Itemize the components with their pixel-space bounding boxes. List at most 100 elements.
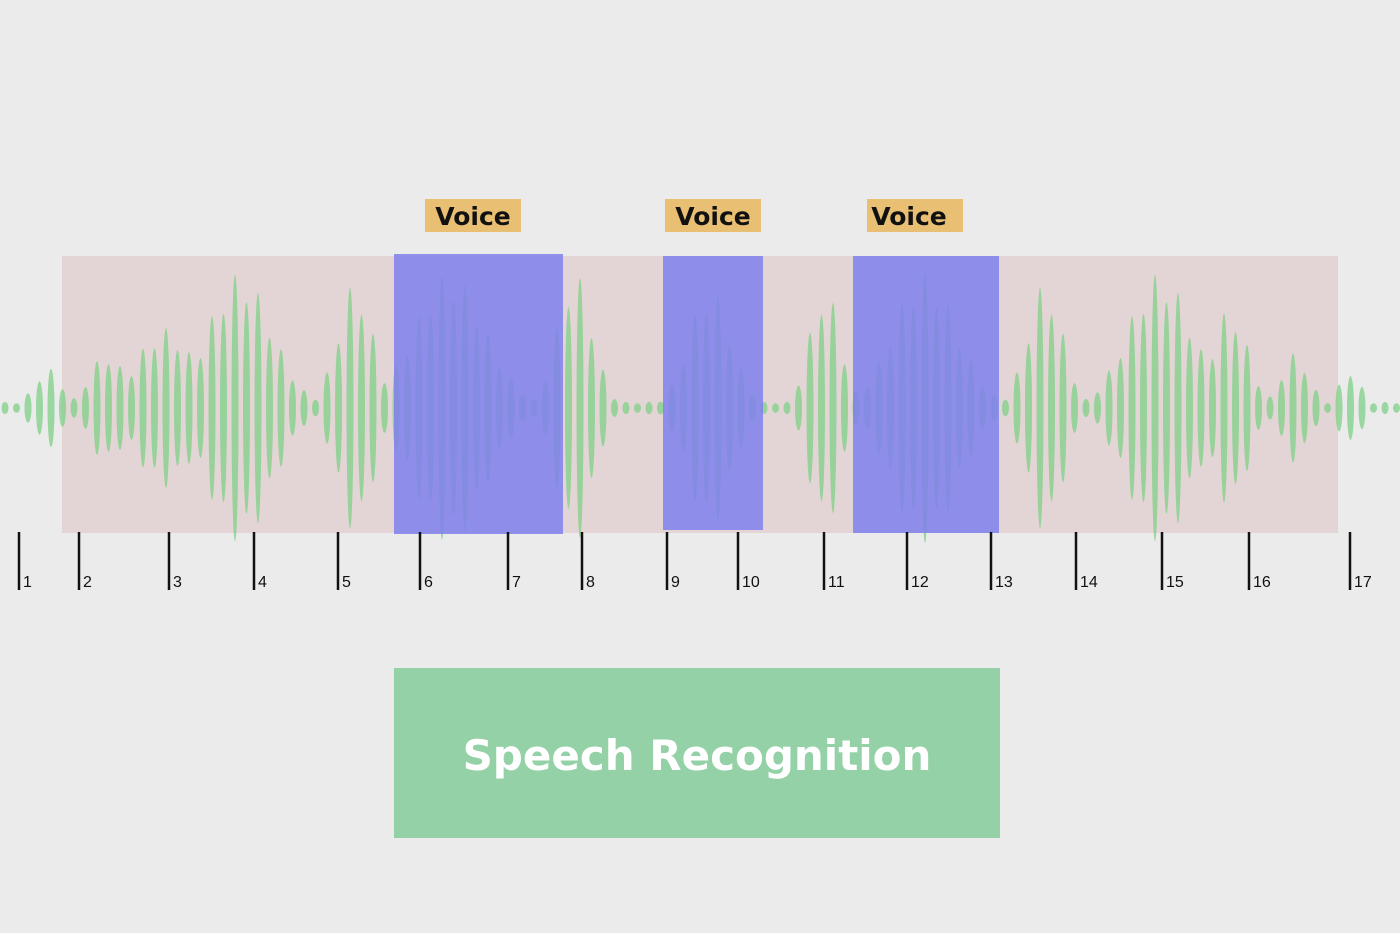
wave-pulse (622, 402, 630, 414)
wave-pulse (381, 383, 388, 433)
tick-label: 9 (671, 574, 680, 591)
wave-pulse (369, 333, 377, 483)
tick-label: 6 (424, 574, 433, 591)
wave-pulse (1002, 399, 1009, 417)
wave-pulse (599, 369, 607, 447)
tick-label: 3 (173, 574, 182, 591)
wave-pulse (335, 343, 342, 473)
wave-pulse (829, 302, 837, 514)
wave-pulse (1059, 333, 1067, 483)
wave-pulse (346, 287, 354, 529)
tick-label: 5 (342, 574, 351, 591)
tick-label: 16 (1253, 574, 1271, 591)
wave-pulse (208, 316, 216, 500)
wave-pulse (576, 278, 584, 538)
wave-pulse (806, 332, 814, 484)
wave-pulse (645, 402, 653, 414)
wave-pulse (59, 389, 66, 427)
tick-label: 1 (23, 574, 32, 591)
wave-pulse (1013, 372, 1021, 444)
tick-label: 7 (512, 574, 521, 591)
voice-tag (425, 199, 521, 232)
tick-label: 10 (742, 574, 760, 591)
voice-label: Voice (871, 202, 947, 231)
wave-pulse (289, 380, 296, 436)
voice-segment (853, 256, 999, 533)
timeline: 1 2 3 4 5 6 7 8 9 10 11 12 13 14 15 16 17 (17, 532, 1372, 591)
wave-pulse (197, 358, 204, 458)
wave-pulse (1197, 349, 1205, 467)
wave-pulse (266, 337, 273, 479)
wave-pulse (1266, 396, 1274, 420)
wave-pulse (312, 399, 319, 417)
wave-pulse (1358, 386, 1366, 430)
wave-pulse (1140, 313, 1147, 503)
wave-pulse (1220, 313, 1228, 503)
wave-pulse (1186, 337, 1193, 479)
wave-pulse (841, 364, 848, 452)
wave-pulse (611, 399, 618, 417)
wave-pulse (1312, 389, 1320, 427)
wave-pulse (783, 401, 791, 415)
wave-pulse (818, 314, 825, 502)
wave-pulse (1128, 316, 1136, 500)
tick-label: 17 (1354, 574, 1372, 591)
wave-pulse (231, 274, 239, 542)
wave-pulse (13, 403, 20, 413)
wave-pulse (795, 385, 802, 431)
wave-pulse (243, 302, 250, 514)
wave-pulse (24, 393, 32, 423)
wave-pulse (1071, 383, 1078, 433)
tick-label: 12 (911, 574, 929, 591)
wave-pulse (116, 366, 124, 450)
wave-pulse (128, 376, 135, 440)
wave-pulse (1094, 392, 1101, 424)
wave-pulse (1393, 403, 1400, 413)
output-label: Speech Recognition (463, 731, 932, 780)
tick-label: 4 (258, 574, 267, 591)
wave-pulse (772, 403, 779, 413)
wave-pulse (358, 314, 365, 502)
tick-label: 15 (1166, 574, 1184, 591)
wave-pulse (1117, 358, 1124, 458)
wave-pulse (1381, 402, 1389, 414)
wave-pulse (1370, 403, 1377, 413)
wave-pulse (657, 401, 664, 415)
wave-pulse (1174, 292, 1182, 524)
voice-label: Voice (435, 202, 511, 231)
wave-pulse (1025, 343, 1032, 473)
wave-pulse (1243, 345, 1251, 471)
wave-pulse (1, 402, 9, 414)
wave-pulse (1082, 398, 1090, 418)
voice-tag (867, 199, 963, 232)
wave-pulse (1105, 370, 1113, 446)
tick-label: 13 (995, 574, 1013, 591)
wave-pulse (1289, 353, 1297, 463)
wave-pulse (185, 352, 193, 464)
wave-pulse (1151, 274, 1159, 542)
output-box (394, 668, 1000, 838)
wave-pulse (139, 348, 147, 468)
wave-pulse (277, 349, 285, 467)
wave-pulse (174, 349, 181, 467)
tick-label: 11 (828, 574, 845, 591)
wave-pulse (588, 338, 595, 478)
voice-tag (665, 199, 761, 232)
tick-label: 8 (586, 574, 595, 591)
wave-pulse (1163, 302, 1170, 514)
voice-label: Voice (675, 202, 751, 231)
wave-pulse (70, 398, 78, 418)
wave-pulse (1347, 376, 1354, 440)
wave-pulse (1232, 331, 1239, 485)
wave-pulse (1301, 372, 1308, 444)
wave-pulse (151, 348, 158, 468)
wave-pulse (634, 403, 641, 413)
wave-pulse (1036, 287, 1044, 529)
wave-pulse (1209, 358, 1216, 458)
voice-segment (394, 254, 563, 534)
wave-pulse (1255, 386, 1262, 430)
wave-pulse (47, 368, 55, 448)
wave-pulse (1335, 384, 1343, 432)
wave-pulse (1324, 403, 1331, 413)
